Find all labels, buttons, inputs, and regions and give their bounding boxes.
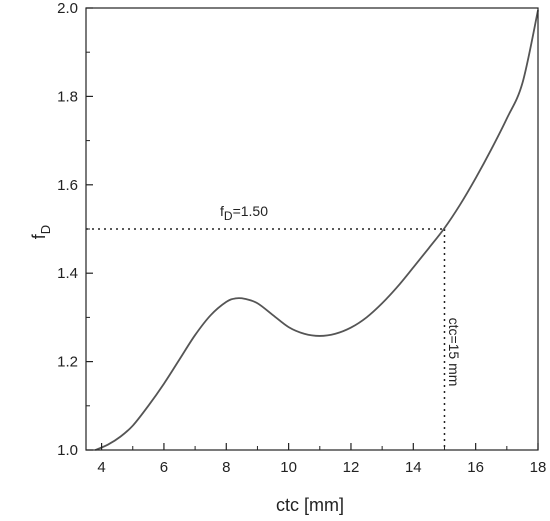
axes-layer [85, 7, 539, 451]
y-tick-label: 2.0 [57, 0, 78, 17]
x-axis-label: ctc [mm] [276, 495, 344, 515]
x-tick-label: 10 [280, 459, 297, 476]
x-tick-label: 14 [405, 459, 422, 476]
y-tick-label: 1.4 [57, 265, 78, 282]
annotation-layer [86, 228, 446, 450]
x-tick-label: 8 [222, 459, 230, 476]
y-tick-label: 1.0 [57, 442, 78, 459]
x-tick-label: 4 [97, 459, 105, 476]
x-tick-label: 12 [343, 459, 360, 476]
series-line [94, 10, 539, 451]
y-axis-label-base: f [29, 233, 49, 239]
labels-layer: 4 6 8 10 12 14 16 18 1.0 1.2 1.4 1.6 1.8 2.0 [57, 0, 546, 476]
vline-annotation-label: ctc=15 mm [446, 318, 462, 387]
x-tick-label: 6 [160, 459, 168, 476]
x-tick-label: 18 [530, 459, 547, 476]
y-axis-label: fD [29, 225, 53, 239]
hline-label-rest: =1.50 [233, 203, 269, 219]
series-layer [94, 10, 539, 451]
y-axis-label-sub: D [38, 225, 53, 234]
x-tick-label: 16 [467, 459, 484, 476]
hline-label-base: f [220, 203, 224, 219]
y-tick-label: 1.2 [57, 354, 78, 371]
y-tick-label: 1.8 [57, 88, 78, 105]
y-tick-label: 1.6 [57, 177, 78, 194]
hline-label-sub: D [224, 209, 233, 223]
hline-annotation-label: fD=1.50 [220, 203, 268, 223]
